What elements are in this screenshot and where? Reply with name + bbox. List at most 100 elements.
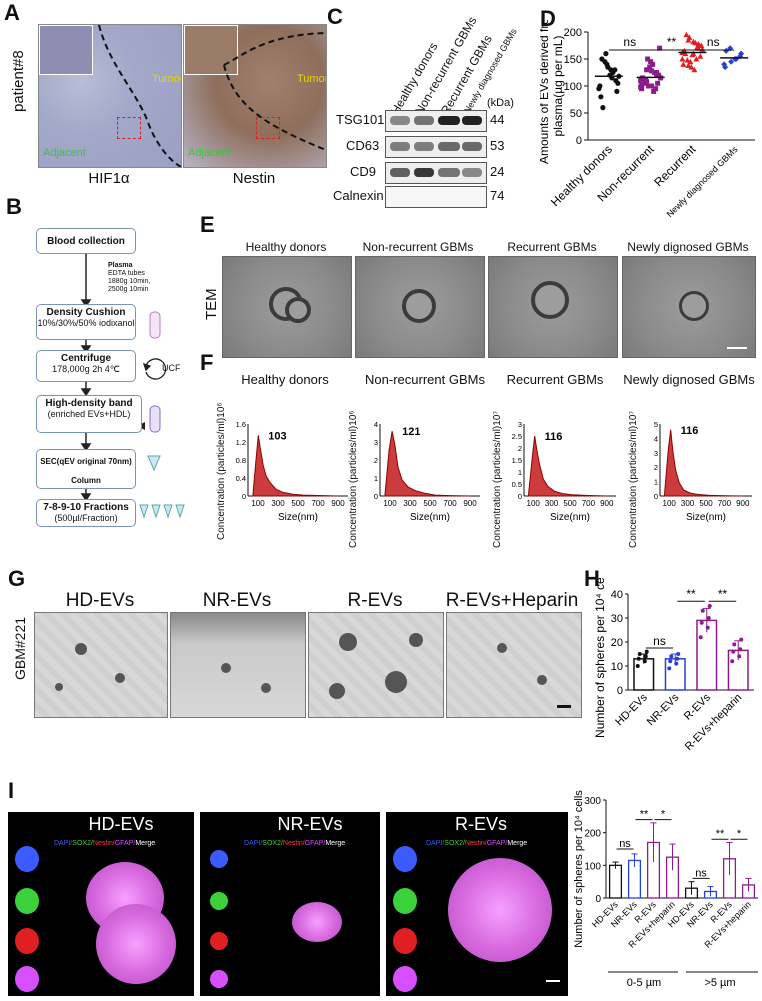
flow-step-detail: 178,000g 2h 4℃ [52,364,120,374]
x-tick-label: R-EVs+heparin [683,692,744,753]
data-point [605,64,611,70]
panel-label-e: E [200,212,215,237]
data-point [679,56,686,62]
tem-title: Newly dignosed GBMs [627,240,749,254]
chart-nta-recurrent: 0 0.5 1 1.5 2 2.5 3 100 300 500 700 900 116 Size(nm) [512,420,616,523]
flow-step-detail: (500µl/Fraction) [54,513,118,523]
if-title: HD-EVs [88,814,154,834]
data-point [691,66,698,73]
region-box [117,117,141,139]
x-axis-label: Size(nm) [278,512,318,523]
legend-nestin: Nestin/ [464,840,487,847]
ihc-inset [184,25,238,75]
data-point [674,661,679,666]
legend-merge: Merge [507,840,528,847]
y-tick-label: 4 [374,420,378,429]
plasma-note-line: Plasma [108,262,133,269]
data-point [707,604,712,608]
data-point [647,64,653,70]
data-point [644,649,649,654]
data-point [700,608,705,613]
y-tick-label: 200 [564,27,582,39]
x-tick-label: 100 [527,499,541,508]
group-label: 0-5 µm [627,977,661,989]
if-panel-nr: NR-EVs DAPI/SOX2/Nestin/GFAP/Merge [200,812,380,996]
y-tick-label: 1 [654,478,658,487]
if-title: NR-EVs [277,814,343,834]
ihc-caption-nestin: Nestin [232,170,276,187]
data-point [731,649,736,654]
y-tick-label: 1.5 [512,456,522,465]
legend-gfap: GFAP/ [304,840,326,847]
data-point [610,69,616,76]
data-point [697,53,704,59]
flow-step-title: SEC(qEV original 70nm) Column [40,457,132,485]
tumor-border-line [223,32,326,151]
significance-label: * [737,828,742,840]
data-point [668,659,673,664]
wb-row-kda: 74 [490,188,505,203]
scale-bar [557,705,571,708]
panel-label-d: D [540,6,556,31]
data-point [695,40,702,47]
significance-label: ** [718,587,728,601]
y-tick-label: 100 [564,81,582,93]
data-point [693,56,700,62]
flow-step-band: High-density band (enriched EVs+HDL) [36,395,142,433]
flow-step-title: Density Cushion [46,307,126,318]
data-point [738,50,745,57]
y-tick-label: 3 [374,438,378,447]
y-tick-label: 150 [564,54,582,66]
x-tick-label: NR-EVs [645,691,682,728]
x-tick-label: 500 [563,499,577,508]
data-point [737,654,742,659]
plasma-note: Plasma EDTA tubes 1880g 10min, 2500g 10m… [108,262,150,294]
data-point [667,666,672,671]
y-tick-label: 300 [584,796,601,807]
x-tick-label: 300 [681,499,695,508]
wb-row-name: CD63 [346,138,380,153]
flow-step-title: High-density band [45,398,133,409]
y-tick-label: 0 [518,492,522,501]
legend-dapi: DAPI/ [244,840,263,847]
data-point [600,105,606,111]
panel-label-c: C [327,4,343,29]
x-tick-label: 900 [331,499,345,508]
data-point [683,31,690,38]
plasma-note-line: 1880g 10min, [108,278,151,285]
x-tick-label: 300 [271,499,285,508]
panel-label-a: A [4,0,20,25]
flow-step-title: Blood collection [47,236,125,247]
y-tick-label: 0.4 [236,474,246,483]
x-tick-label: 700 [443,499,457,508]
data-point [652,70,658,75]
data-point [614,88,620,94]
peak-label: 121 [402,426,420,438]
legend-sox2: SOX2/ [262,840,283,847]
x-tick-label: 700 [718,499,732,508]
data-point [642,659,647,664]
y-tick-label: 2 [654,463,658,472]
legend-dapi: DAPI/ [426,840,445,847]
plasma-note-line: 2500g 10min [108,286,149,293]
x-tick-label: 900 [463,499,477,508]
x-tick-label: 900 [600,499,614,508]
x-tick-label: 900 [736,499,750,508]
data-point [706,616,711,620]
significance-label: ns [695,867,707,879]
tem-image-healthy [222,256,352,358]
tem-image-newly [622,256,756,358]
significance-label: * [661,809,666,821]
wb-row-name: Calnexin [333,188,384,203]
significance-label: ns [653,634,666,648]
nta-title: Recurrent GBMs [506,372,604,387]
if-title: R-EVs [454,814,507,834]
if-panel-r: R-EVs DAPI/SOX2/Nestin/GFAP/Merge [386,812,568,996]
wb-blot-cd63 [385,136,487,158]
peak-label: 116 [681,425,699,437]
peak-label: 116 [545,431,563,443]
bf-title: HD-EVs [65,590,135,611]
bar [608,864,623,899]
x-axis-label: Size(nm) [550,512,590,523]
tumor-label: Tumor [297,73,327,85]
